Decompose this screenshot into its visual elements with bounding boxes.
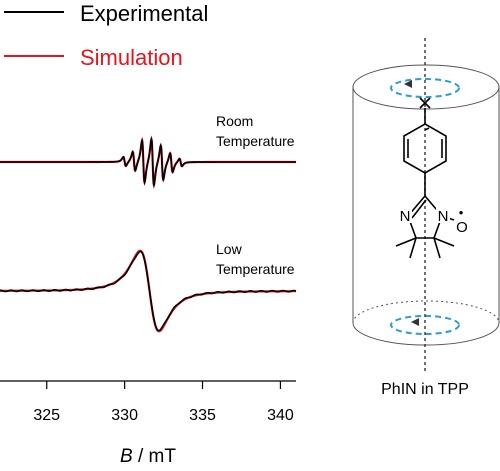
x-cross-mark-icon	[419, 97, 431, 109]
plot-area	[0, 135, 297, 333]
legend-label-simulation: Simulation	[80, 45, 183, 70]
x-tick-label-340: 340	[267, 407, 294, 424]
series-line-experimental-room	[0, 136, 296, 188]
rotation-arrow-top-icon	[404, 80, 412, 88]
spectrum-label-room-line1: Room	[216, 113, 253, 129]
legend-label-experimental: Experimental	[80, 1, 208, 26]
atom-n2-label: N	[438, 208, 449, 225]
spectrum-label-room-line2: Temperature	[216, 133, 295, 149]
x-tick-label-325: 325	[33, 407, 60, 424]
methyl-bond-4	[433, 237, 441, 259]
series-line-experimental-low	[0, 250, 297, 332]
x-axis: 325 330 335 340	[0, 380, 296, 424]
radical-dot-label: •	[459, 205, 464, 220]
rotation-arrow-bottom-icon	[411, 318, 419, 326]
methyl-bond-1	[395, 237, 417, 247]
spectrum-label-low-line1: Low	[216, 241, 243, 257]
x-axis-label-symbol: B	[120, 446, 133, 467]
atom-n2-bg	[436, 207, 450, 223]
x-axis-label-unit: / mT	[133, 446, 177, 467]
cylinder-bottom-front	[352, 322, 500, 346]
x-tick-label-330: 330	[111, 407, 138, 424]
methyl-bond-3	[433, 237, 455, 247]
inset-diagram: N N O • PhIN in TPP	[352, 38, 500, 398]
benzene-double-bond-3	[424, 127, 430, 131]
atom-n1-label: N	[400, 208, 411, 225]
inset-caption: PhIN in TPP	[381, 381, 469, 398]
phin-molecule	[395, 97, 455, 259]
atom-n1-bg	[398, 207, 412, 223]
c-n-double-bond	[411, 199, 427, 219]
cylinder-bottom-back	[352, 300, 500, 324]
cylinder	[352, 64, 500, 346]
x-tick-label-335: 335	[189, 407, 216, 424]
rotation-ring-bottom	[390, 315, 460, 335]
legend: Experimental Simulation	[4, 1, 208, 70]
spectrum-label-low-line2: Temperature	[216, 261, 295, 277]
methyl-bond-2	[409, 237, 417, 259]
atom-o-label: O	[456, 219, 468, 236]
rotation-ring-top	[390, 78, 460, 98]
x-axis-label: B / mT	[120, 446, 176, 467]
